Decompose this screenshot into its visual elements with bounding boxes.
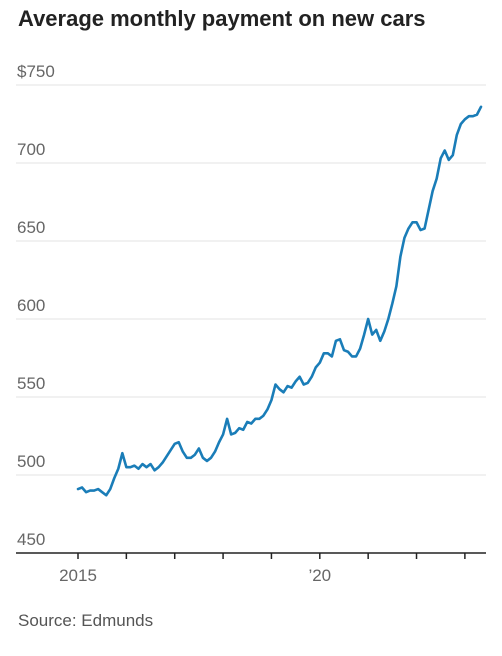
x-axis-tick-labels: 2015 ’20	[59, 566, 331, 585]
y-tick-label-700: 700	[17, 140, 45, 159]
y-axis-tick-labels: $750 700 650 600 550 500 450	[17, 62, 55, 549]
x-axis	[16, 552, 486, 559]
y-tick-label-650: 650	[17, 218, 45, 237]
y-tick-label-450: 450	[17, 530, 45, 549]
series-line-0	[76, 105, 483, 497]
source-note: Source: Edmunds	[18, 611, 154, 630]
chart-title: Average monthly payment on new cars	[18, 6, 426, 31]
x-tick-label-2015-01: 2015	[59, 566, 97, 585]
gridlines	[16, 84, 486, 476]
y-tick-label-750: $750	[17, 62, 55, 81]
y-tick-label-600: 600	[17, 296, 45, 315]
series-layer	[76, 105, 483, 497]
x-tick-label-2020-01: ’20	[308, 566, 331, 585]
y-tick-label-500: 500	[17, 452, 45, 471]
y-tick-label-550: 550	[17, 374, 45, 393]
